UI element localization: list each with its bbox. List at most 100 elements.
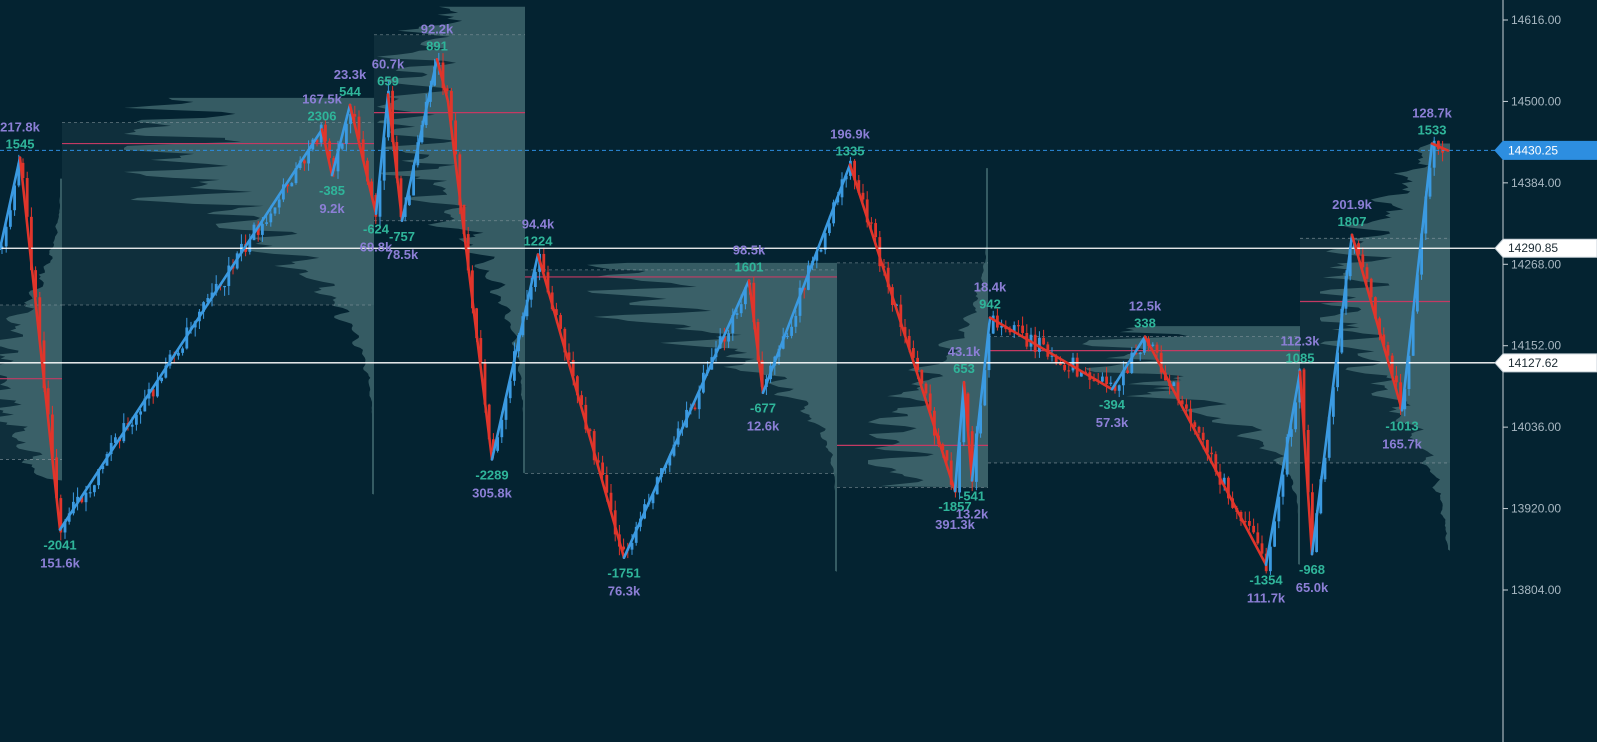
candle [928,384,932,413]
candle-body [555,309,558,316]
candle-body [907,335,911,349]
candle-body [1000,325,1003,328]
candle-body [1437,140,1440,149]
candle-body [1155,344,1159,353]
candle-body [798,287,802,316]
down-swing-segment [1143,335,1268,567]
candle-body [1260,543,1264,554]
candle-body [4,226,8,247]
volume-profile-histogram [868,168,988,488]
candle-body [592,431,596,461]
candle-body [1332,387,1335,417]
candle-body [1172,382,1176,387]
swing-delta-label: -394 [1099,397,1126,412]
swing-delta-label: 1335 [836,144,865,159]
candle [277,195,281,215]
price-tick-label: 14384.00 [1511,176,1561,190]
candle-body [870,222,873,224]
up-swing-segment [400,58,439,223]
swing-volume-label: 78.5k [386,247,419,262]
price-badges: 14290.85 14127.62 14430.25 [1494,140,1597,373]
swing-label-9: -757 78.5k [386,229,419,262]
swing-label-26: -968 65.0k [1296,562,1329,595]
candle [294,162,298,185]
candle-body [30,216,33,271]
candle-body [97,469,100,486]
candle [790,318,793,339]
candle-body [101,465,105,470]
swing-volume-label: 12.5k [1129,299,1162,314]
swing-volume-label: 12.6k [747,419,780,434]
candle [1243,511,1247,525]
candle-body [588,429,592,432]
candle-body [34,270,37,298]
candle-body [315,139,319,143]
candle [1197,425,1201,437]
candle-body [286,184,289,187]
candle [181,346,184,356]
candle [1206,439,1209,461]
candle-body [492,439,495,451]
candle-body [273,207,277,214]
candle-body [786,335,789,338]
candle-body [672,444,676,456]
candle-body [1201,432,1205,440]
candle [861,183,865,204]
candle-body [794,315,798,327]
candle-body [202,302,205,312]
candle-body [970,431,974,482]
candle [160,377,163,384]
candle-body [1143,339,1146,353]
candle-body [1416,274,1419,312]
price-tick-label: 14152.00 [1511,339,1561,353]
candle-body [668,455,672,466]
candle-body [59,498,63,533]
down-swing-segment [848,163,957,493]
candle [324,119,327,143]
volume-profile-5 [837,168,988,488]
up-swing-segment [622,279,751,560]
volume-profile-histogram [124,97,374,495]
price-tick-label: 14616.00 [1511,13,1561,27]
horizontal-levels[interactable] [0,149,1503,364]
down-swing-segment [962,380,974,482]
candle-body [828,223,831,234]
candle [319,122,323,147]
candle-body [744,287,747,305]
candle-body [1374,297,1377,319]
candle [853,159,856,190]
price-tick-label: 14036.00 [1511,420,1561,434]
candle [441,53,445,96]
candle-body [1012,325,1016,333]
candle-body [1369,278,1373,298]
candle-body [1311,492,1314,553]
candle [387,81,390,141]
candle-body [345,123,348,144]
candle-body [987,333,991,371]
candle [723,327,726,351]
candle-body [1319,479,1323,514]
candle [445,85,449,95]
swing-delta-label: -1751 [607,566,640,581]
candle-body [1340,308,1344,353]
candle-body [441,62,445,89]
candle-body [504,398,508,420]
swing-volume-label: 111.7k [1247,591,1286,606]
candle-body [949,460,953,485]
candle-body [739,304,743,314]
candle-body [1080,371,1083,377]
candle-body [177,352,180,356]
candle-body [84,492,88,503]
candle [1151,342,1155,348]
candle [1185,398,1188,415]
candle-body [912,348,915,358]
candle [109,435,113,462]
candle-body [156,381,159,397]
up-swing-segment [0,156,22,251]
swing-delta-label: -1857 [938,499,971,514]
candle-body [1395,375,1398,383]
candle-body [857,180,861,193]
price-axis[interactable]: 14616.00 14500.00 14384.00 14268.00 14152.00… [1502,0,1561,742]
candle-body [454,120,457,155]
